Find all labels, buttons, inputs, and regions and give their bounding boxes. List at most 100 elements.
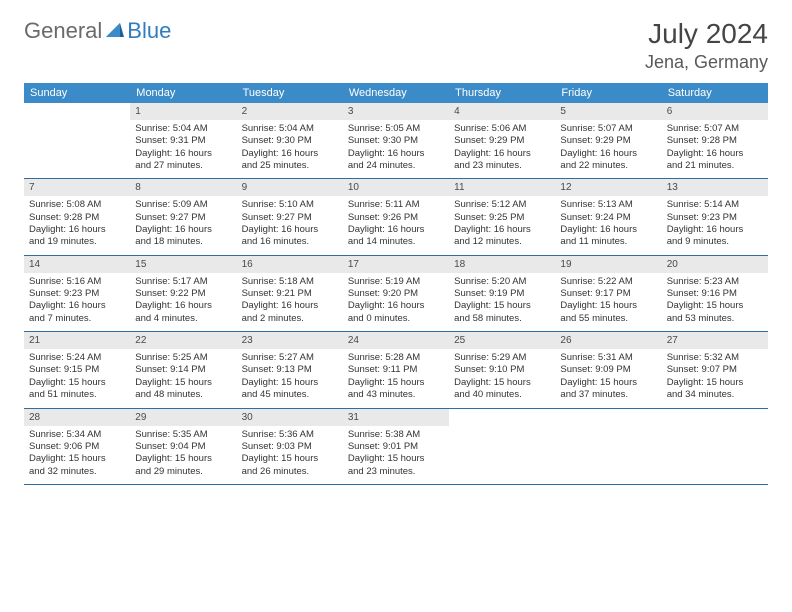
daylight-text: and 26 minutes. [242, 466, 338, 478]
daylight-text: Daylight: 15 hours [454, 300, 550, 312]
day-number: 23 [237, 332, 343, 349]
month-title: July 2024 [645, 18, 768, 50]
daylight-text: and 18 minutes. [135, 236, 231, 248]
day-number: 1 [130, 103, 236, 120]
daylight-text: Daylight: 15 hours [135, 453, 231, 465]
calendar-day-cell: 31 Sunrise: 5:38 AMSunset: 9:01 PMDayligh… [343, 408, 449, 484]
calendar-week-row: 1Sunrise: 5:04 AMSunset: 9:31 PMDaylight… [24, 103, 768, 179]
daylight-text: Daylight: 15 hours [560, 300, 656, 312]
calendar-day-cell: 29Sunrise: 5:35 AMSunset: 9:04 PMDayligh… [130, 408, 236, 484]
sunrise-text: Sunrise: 5:22 AM [560, 276, 656, 288]
weekday-header: Saturday [662, 83, 768, 103]
sunset-text: Sunset: 9:10 PM [454, 364, 550, 376]
day-number: 11 [449, 179, 555, 196]
sunrise-text: Sunrise: 5:12 AM [454, 199, 550, 211]
calendar-day-cell: 22Sunrise: 5:25 AMSunset: 9:14 PMDayligh… [130, 332, 236, 408]
daylight-text: and 21 minutes. [667, 160, 763, 172]
sunset-text: Sunset: 9:26 PM [348, 212, 444, 224]
day-number: 4 [449, 103, 555, 120]
logo-text-blue: Blue [127, 18, 171, 44]
calendar-day-cell: 2Sunrise: 5:04 AMSunset: 9:30 PMDaylight… [237, 103, 343, 179]
calendar-day-cell: 7Sunrise: 5:08 AMSunset: 9:28 PMDaylight… [24, 179, 130, 255]
sunrise-text: Sunrise: 5:14 AM [667, 199, 763, 211]
sunset-text: Sunset: 9:31 PM [135, 135, 231, 147]
daylight-text: Daylight: 15 hours [29, 453, 125, 465]
day-number: 7 [24, 179, 130, 196]
sunset-text: Sunset: 9:15 PM [29, 364, 125, 376]
calendar-day-cell: 23Sunrise: 5:27 AMSunset: 9:13 PMDayligh… [237, 332, 343, 408]
calendar-week-row: 7Sunrise: 5:08 AMSunset: 9:28 PMDaylight… [24, 179, 768, 255]
sunset-text: Sunset: 9:25 PM [454, 212, 550, 224]
logo-text-general: General [24, 18, 102, 44]
calendar-day-cell: 26Sunrise: 5:31 AMSunset: 9:09 PMDayligh… [555, 332, 661, 408]
daylight-text: and 37 minutes. [560, 389, 656, 401]
sunrise-text: Sunrise: 5:07 AM [560, 123, 656, 135]
sunrise-text: Sunrise: 5:13 AM [560, 199, 656, 211]
day-number: 8 [130, 179, 236, 196]
calendar-day-cell: 8Sunrise: 5:09 AMSunset: 9:27 PMDaylight… [130, 179, 236, 255]
sunrise-text: Sunrise: 5:17 AM [135, 276, 231, 288]
sunset-text: Sunset: 9:21 PM [242, 288, 338, 300]
daylight-text: Daylight: 15 hours [29, 377, 125, 389]
sunrise-text: Sunrise: 5:09 AM [135, 199, 231, 211]
sunrise-text: Sunrise: 5:27 AM [242, 352, 338, 364]
daylight-text: and 22 minutes. [560, 160, 656, 172]
calendar-day-cell: 17Sunrise: 5:19 AMSunset: 9:20 PMDayligh… [343, 255, 449, 331]
sunset-text: Sunset: 9:19 PM [454, 288, 550, 300]
day-number: 2 [237, 103, 343, 120]
daylight-text: Daylight: 16 hours [348, 224, 444, 236]
calendar-day-cell: 20Sunrise: 5:23 AMSunset: 9:16 PMDayligh… [662, 255, 768, 331]
logo: General Blue [24, 18, 171, 44]
daylight-text: Daylight: 15 hours [348, 377, 444, 389]
daylight-text: Daylight: 15 hours [560, 377, 656, 389]
weekday-header: Monday [130, 83, 236, 103]
day-number: 30 [237, 409, 343, 426]
calendar-day-cell: 12Sunrise: 5:13 AMSunset: 9:24 PMDayligh… [555, 179, 661, 255]
sunrise-text: Sunrise: 5:31 AM [560, 352, 656, 364]
daylight-text: Daylight: 16 hours [29, 300, 125, 312]
sunset-text: Sunset: 9:11 PM [348, 364, 444, 376]
daylight-text: Daylight: 15 hours [454, 377, 550, 389]
day-number: 14 [24, 256, 130, 273]
sunrise-text: Sunrise: 5:38 AM [348, 429, 444, 441]
daylight-text: and 9 minutes. [667, 236, 763, 248]
sunrise-text: Sunrise: 5:08 AM [29, 199, 125, 211]
daylight-text: Daylight: 15 hours [667, 377, 763, 389]
logo-triangle-icon [106, 21, 124, 42]
day-number: 15 [130, 256, 236, 273]
calendar-week-row: 21Sunrise: 5:24 AMSunset: 9:15 PMDayligh… [24, 332, 768, 408]
sunrise-text: Sunrise: 5:35 AM [135, 429, 231, 441]
calendar-day-cell: 14Sunrise: 5:16 AMSunset: 9:23 PMDayligh… [24, 255, 130, 331]
sunset-text: Sunset: 9:29 PM [560, 135, 656, 147]
sunset-text: Sunset: 9:23 PM [29, 288, 125, 300]
sunset-text: Sunset: 9:17 PM [560, 288, 656, 300]
daylight-text: Daylight: 15 hours [348, 453, 444, 465]
calendar-day-cell [24, 103, 130, 179]
calendar-day-cell: 21Sunrise: 5:24 AMSunset: 9:15 PMDayligh… [24, 332, 130, 408]
sunset-text: Sunset: 9:27 PM [135, 212, 231, 224]
calendar-day-cell: 11Sunrise: 5:12 AMSunset: 9:25 PMDayligh… [449, 179, 555, 255]
daylight-text: and 12 minutes. [454, 236, 550, 248]
weekday-header: Tuesday [237, 83, 343, 103]
calendar-week-row: 28Sunrise: 5:34 AMSunset: 9:06 PMDayligh… [24, 408, 768, 484]
day-number: 31 [343, 409, 449, 426]
daylight-text: Daylight: 16 hours [348, 300, 444, 312]
sunrise-text: Sunrise: 5:36 AM [242, 429, 338, 441]
day-number: 18 [449, 256, 555, 273]
daylight-text: and 0 minutes. [348, 313, 444, 325]
weekday-header: Friday [555, 83, 661, 103]
calendar-day-cell: 4Sunrise: 5:06 AMSunset: 9:29 PMDaylight… [449, 103, 555, 179]
day-number: 28 [24, 409, 130, 426]
sunrise-text: Sunrise: 5:20 AM [454, 276, 550, 288]
sunset-text: Sunset: 9:01 PM [348, 441, 444, 453]
calendar-day-cell [449, 408, 555, 484]
sunrise-text: Sunrise: 5:32 AM [667, 352, 763, 364]
sunrise-text: Sunrise: 5:07 AM [667, 123, 763, 135]
title-block: July 2024 Jena, Germany [645, 18, 768, 73]
sunset-text: Sunset: 9:30 PM [348, 135, 444, 147]
day-number: 9 [237, 179, 343, 196]
daylight-text: and 7 minutes. [29, 313, 125, 325]
sunset-text: Sunset: 9:03 PM [242, 441, 338, 453]
calendar-day-cell: 27Sunrise: 5:32 AMSunset: 9:07 PMDayligh… [662, 332, 768, 408]
day-number: 26 [555, 332, 661, 349]
